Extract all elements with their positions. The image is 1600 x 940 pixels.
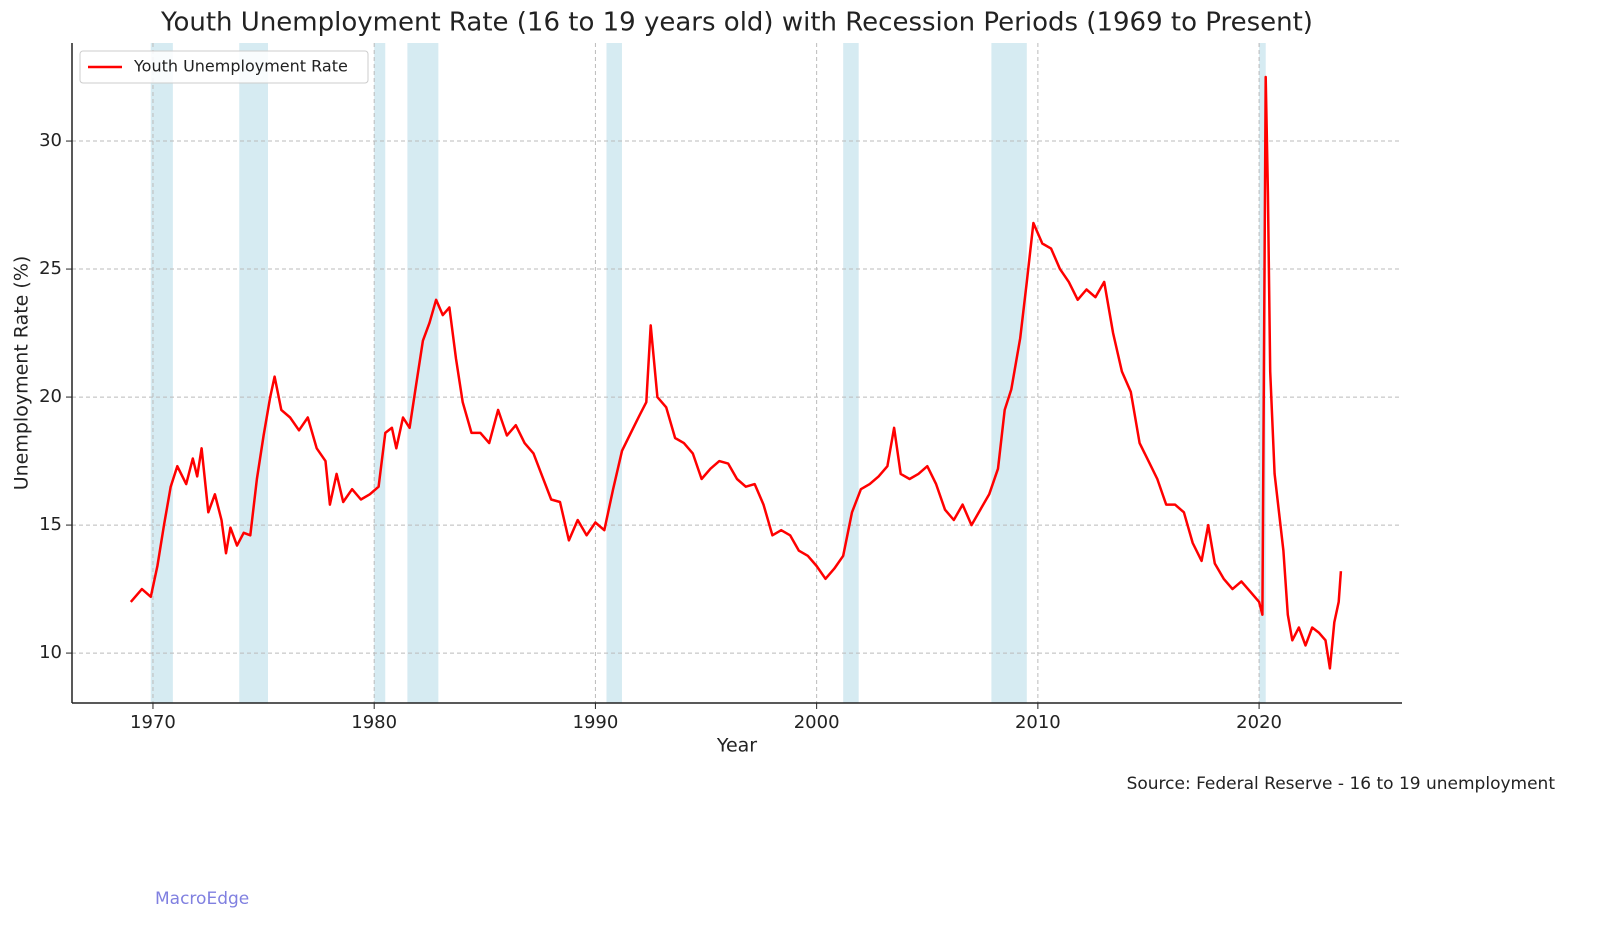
x-tick-label: 1990	[573, 712, 619, 733]
recession-band	[606, 43, 622, 703]
recession-band	[374, 43, 386, 703]
legend-label: Youth Unemployment Rate	[133, 57, 348, 76]
x-axis-label: Year	[716, 735, 757, 757]
recession-band	[1259, 43, 1266, 703]
x-tick-label: 2010	[1015, 712, 1061, 733]
x-tick-label: 2020	[1236, 712, 1282, 733]
recession-band	[991, 43, 1027, 703]
legend-box	[79, 50, 369, 84]
y-tick-label: 30	[39, 130, 62, 151]
chart-title: Youth Unemployment Rate (16 to 19 years …	[160, 8, 1313, 38]
watermark: MacroEdge	[155, 889, 249, 909]
recession-band	[843, 43, 859, 703]
y-tick-label: 20	[39, 386, 62, 407]
data-line	[129, 75, 1343, 670]
x-tick-label: 1970	[130, 712, 176, 733]
x-tick-label: 1980	[351, 712, 397, 733]
y-tick-label: 15	[39, 514, 62, 535]
source-note: Source: Federal Reserve - 16 to 19 unemp…	[1127, 774, 1556, 794]
x-tick-label: 2000	[794, 712, 840, 733]
y-axis-label: Unemployment Rate (%)	[11, 256, 33, 491]
y-tick-label: 25	[39, 258, 62, 279]
recession-band	[407, 43, 439, 703]
recession-band	[150, 43, 173, 703]
y-tick-label: 10	[39, 642, 62, 663]
recession-band	[239, 43, 269, 703]
